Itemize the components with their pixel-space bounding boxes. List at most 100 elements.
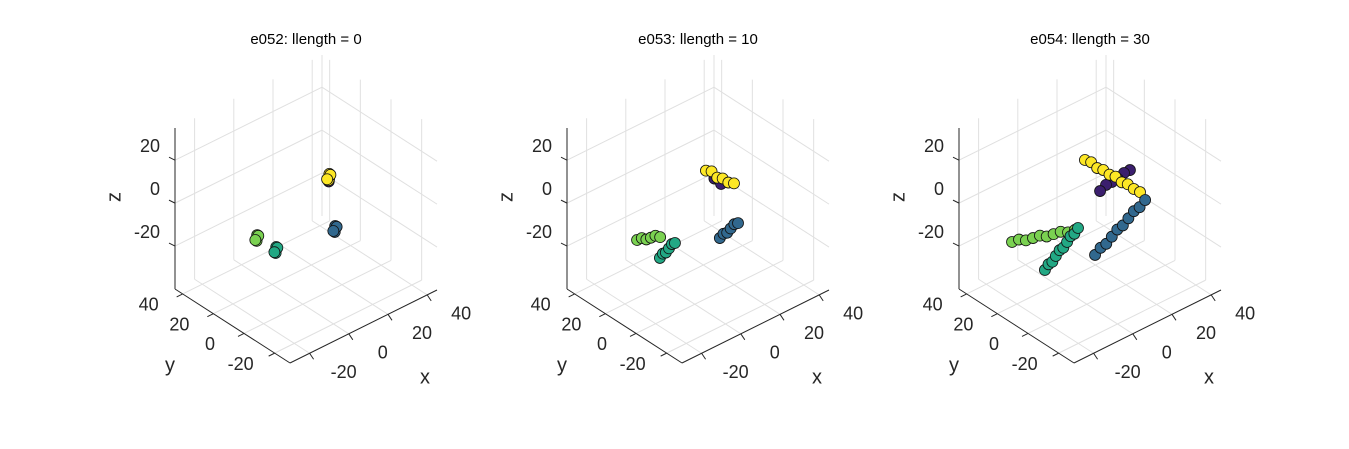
grid-line (978, 278, 1094, 354)
grid-line (997, 240, 1145, 315)
z-tick (560, 156, 568, 161)
x-tick-label: 40 (1235, 304, 1255, 324)
x-tick (1093, 352, 1099, 360)
panel: -20 0 20 40 -20 0 20 40 -20 0 20 e053: llength = 10… (495, 31, 863, 388)
z-tick-label: 20 (140, 136, 160, 156)
point (321, 173, 334, 186)
y-tick (268, 352, 275, 357)
z-tick (560, 199, 568, 204)
y-tick-label: 0 (989, 334, 999, 354)
grid-line (321, 172, 438, 248)
grid-line (1017, 259, 1134, 335)
x-tick-label: 0 (770, 343, 780, 363)
point (732, 217, 744, 230)
grid-line (1058, 279, 1206, 354)
grid-line (586, 278, 702, 354)
grid-line (213, 240, 361, 315)
x-axis (1073, 289, 1222, 364)
x-tick-label: -20 (723, 362, 749, 382)
grid-line (713, 86, 830, 162)
y-tick-label: 40 (923, 295, 943, 315)
z-tick (560, 242, 568, 247)
x-tick-label: 0 (378, 343, 388, 363)
grid-line (605, 240, 753, 315)
y-axis (566, 288, 683, 364)
y-tick-label: 0 (597, 334, 607, 354)
point (669, 237, 681, 249)
chart-title: e054: llength = 30 (1030, 31, 1150, 48)
x-tick (387, 314, 393, 321)
grid-line (174, 129, 323, 204)
grid-line (272, 239, 389, 315)
x-axis (289, 289, 438, 364)
y-tick-label: 0 (205, 334, 215, 354)
point (1072, 222, 1084, 234)
y-tick (991, 313, 998, 318)
grid-line (625, 259, 742, 335)
grid-line (664, 239, 781, 315)
x-tick (309, 352, 315, 360)
x-tick (1210, 294, 1216, 302)
y-tick (1052, 352, 1059, 357)
x-tick-label: 20 (804, 323, 824, 343)
y-tick (176, 293, 183, 298)
grid-line (566, 86, 715, 161)
z-tick (168, 156, 176, 161)
z-tick (952, 156, 960, 161)
grid-line (574, 220, 722, 295)
y-tick-label: -20 (1012, 354, 1038, 374)
y-tick-label: -20 (620, 354, 646, 374)
chart-title: e053: llength = 10 (638, 31, 758, 48)
y-axis-label: y (949, 354, 959, 376)
y-tick (599, 313, 606, 318)
point (249, 234, 262, 246)
x-axis-label: x (812, 366, 822, 388)
grid-line (1105, 129, 1222, 205)
x-tick (348, 333, 354, 341)
y-tick-label: 20 (953, 314, 973, 334)
x-tick (740, 333, 746, 341)
grid-line (233, 259, 350, 335)
grid-line (966, 220, 1114, 295)
grid-line (182, 220, 330, 295)
y-axis (958, 288, 1075, 364)
z-tick-label: 20 (924, 136, 944, 156)
z-tick (168, 199, 176, 204)
y-axis-label: y (557, 354, 567, 376)
point (268, 246, 281, 259)
panel: -20 0 20 40 -20 0 20 40 -20 0 20 e052: llength = 0 x… (103, 31, 471, 388)
grid-line (566, 172, 715, 247)
x-tick (426, 294, 432, 302)
x-tick (818, 294, 824, 302)
grid-line (1027, 259, 1176, 334)
x-tick-label: 40 (843, 304, 863, 324)
y-tick (568, 293, 575, 298)
x-tick-label: -20 (1115, 362, 1141, 382)
x-tick (701, 352, 707, 360)
grid-line (243, 259, 392, 334)
grid-line (321, 86, 438, 162)
z-axis-label: z (103, 192, 125, 202)
grid-line (566, 129, 715, 204)
z-tick-label: -20 (918, 222, 944, 242)
grid-line (174, 172, 323, 247)
grid-line (666, 279, 814, 354)
x-axis (681, 289, 830, 364)
point (1139, 194, 1152, 206)
y-tick (660, 352, 667, 357)
grid-line (958, 129, 1107, 204)
x-tick-label: -20 (331, 362, 357, 382)
z-tick-label: -20 (526, 222, 552, 242)
grid-line (958, 86, 1107, 161)
y-tick (237, 332, 245, 337)
x-tick (1132, 333, 1138, 341)
y-axis-label: y (165, 354, 175, 376)
x-tick-label: 20 (412, 323, 432, 343)
grid-line (1056, 239, 1173, 315)
x-axis-label: x (1204, 366, 1214, 388)
panel: -20 0 20 40 -20 0 20 40 -20 0 20 e054: llength = 30… (887, 31, 1255, 388)
x-tick (779, 314, 785, 321)
grid-line (713, 129, 830, 205)
point (728, 177, 740, 190)
